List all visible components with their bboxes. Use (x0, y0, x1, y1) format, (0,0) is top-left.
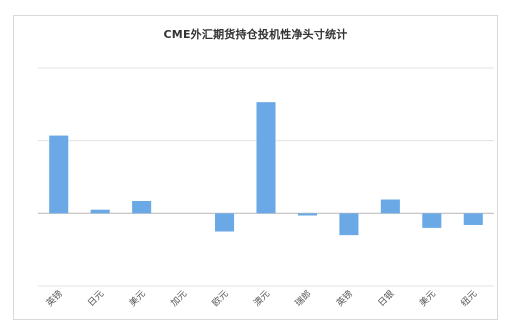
bar-7 (339, 213, 359, 236)
x-tick-label-0: 英镑 (44, 288, 65, 309)
bar-4 (215, 213, 235, 232)
chart-title: CME外汇期货持仓投机性净头寸统计 (163, 28, 348, 41)
chart-plot-area: 英镑 日元 美元 加元 欧元 澳元 瑞郎 英镑 日银 美元 纽元 (38, 67, 494, 309)
x-tick-label-9: 美元 (417, 288, 438, 309)
x-tick-label-2: 美元 (127, 288, 148, 309)
x-tick-label-10: 纽元 (458, 288, 479, 309)
x-tick-label-6: 瑞郎 (292, 288, 313, 309)
bar-9 (422, 213, 442, 228)
x-tick-label-5: 澳元 (251, 288, 272, 309)
bar-1 (90, 209, 110, 214)
x-tick-label-7: 英镑 (334, 288, 355, 309)
bar-2 (132, 200, 152, 214)
bar-10 (463, 213, 483, 225)
x-tick-label-8: 日银 (375, 288, 396, 309)
x-tick-label-3: 加元 (169, 288, 190, 309)
bar-5 (256, 102, 276, 214)
x-tick-label-1: 日元 (86, 288, 107, 309)
bar-6 (297, 213, 317, 216)
bar-8 (380, 199, 400, 214)
x-tick-label-4: 欧元 (209, 288, 230, 309)
chart-frame: CME外汇期货持仓投机性净头寸统计 英镑 日元 美元 加元 欧元 澳元 瑞郎 英镑 日银 美元 纽元 (13, 15, 498, 320)
bar-0 (49, 135, 69, 214)
